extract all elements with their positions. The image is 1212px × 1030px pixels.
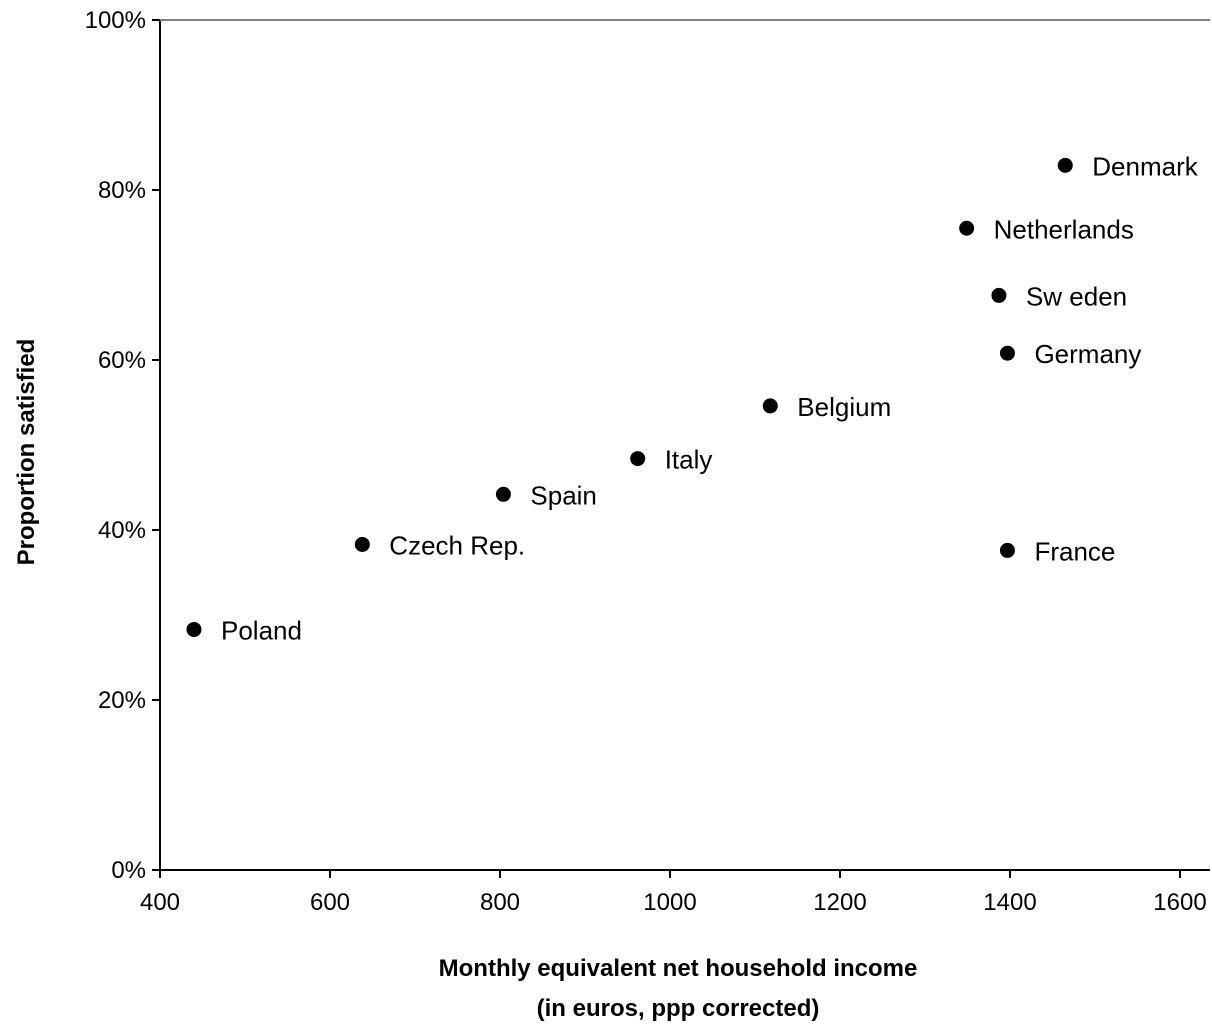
plot-frame xyxy=(159,19,1210,871)
point-belgium xyxy=(762,398,778,414)
point-czech-rep xyxy=(354,536,370,552)
y-tick-label: 0% xyxy=(111,857,146,884)
point-label-france: France xyxy=(1034,536,1115,566)
x-axis-title-line-1: Monthly equivalent net household income xyxy=(439,955,918,982)
y-tick-label: 60% xyxy=(98,347,146,374)
point-label-czech-rep: Czech Rep. xyxy=(389,530,525,560)
point-label-belgium: Belgium xyxy=(797,392,891,422)
x-tick-label: 1400 xyxy=(983,889,1036,916)
point-poland xyxy=(186,621,202,637)
x-tick-label: 1600 xyxy=(1153,889,1206,916)
point-label-poland: Poland xyxy=(221,615,302,645)
x-tick-label: 400 xyxy=(140,889,180,916)
x-tick-label: 1000 xyxy=(643,889,696,916)
point-label-italy: Italy xyxy=(665,445,713,475)
x-tick-label: 1200 xyxy=(813,889,866,916)
point-netherlands xyxy=(959,220,975,236)
x-axis-title-line-2: (in euros, ppp corrected) xyxy=(537,995,820,1022)
x-axis-ticks: 400 600 800 1000 1200 1400 1600 xyxy=(140,870,1207,916)
point-france xyxy=(999,542,1015,558)
point-germany xyxy=(999,345,1015,361)
y-tick-label: 80% xyxy=(98,177,146,204)
point-sw-eden xyxy=(991,287,1007,303)
y-tick-label: 100% xyxy=(85,7,146,34)
y-axis-title: Proportion satisfied xyxy=(13,339,40,566)
point-label-denmark: Denmark xyxy=(1092,151,1198,181)
point-label-germany: Germany xyxy=(1034,339,1141,369)
point-spain xyxy=(495,486,511,502)
point-label-netherlands: Netherlands xyxy=(994,214,1134,244)
point-label-sw-eden: Sw eden xyxy=(1026,281,1127,311)
x-tick-label: 800 xyxy=(480,889,520,916)
y-axis-ticks: 0% 20% 40% 60% 80% 100% xyxy=(85,7,160,884)
point-label-spain: Spain xyxy=(530,480,597,510)
y-tick-label: 20% xyxy=(98,687,146,714)
x-tick-label: 600 xyxy=(310,889,350,916)
data-points: Poland Czech Rep.Spain Italy Belgium France G… xyxy=(186,151,1199,645)
point-italy xyxy=(630,451,646,467)
y-tick-label: 40% xyxy=(98,517,146,544)
point-denmark xyxy=(1057,157,1073,173)
